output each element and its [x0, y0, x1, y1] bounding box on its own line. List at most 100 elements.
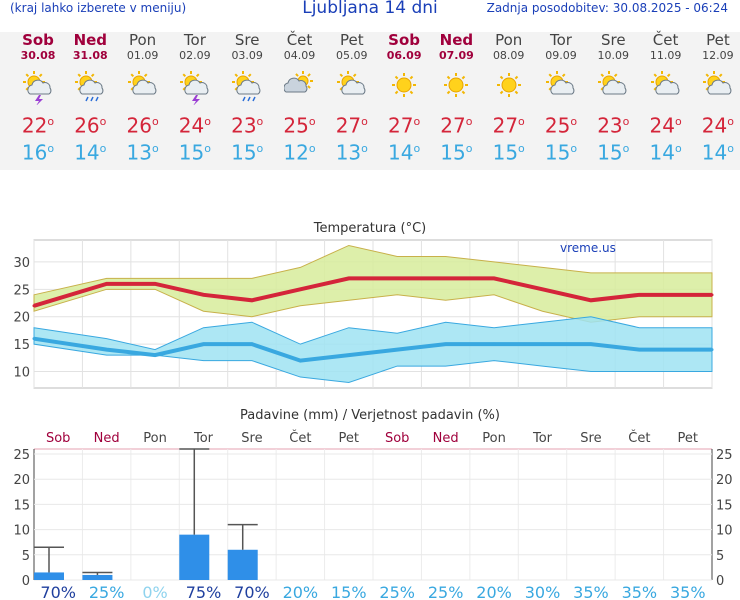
day-column: Pon 08.09 27o 15o	[483, 32, 535, 165]
y-tick-label: 25	[13, 283, 30, 298]
y-tick-label-right: 25	[716, 448, 733, 463]
day-date: 04.09	[283, 49, 316, 62]
day-name: Pon	[128, 31, 157, 49]
day-column: Pet 12.09 24o 14o	[692, 31, 740, 165]
max-temp-point	[541, 287, 544, 291]
temp-max: 24o	[701, 113, 734, 138]
max-temp-point	[637, 293, 641, 297]
max-temp-point	[395, 276, 399, 280]
max-temp-point	[492, 276, 496, 280]
last-updated: Zadnja posodobitev: 30.08.2025 - 06:24	[486, 1, 728, 15]
precipitation-probability: 15%	[331, 583, 367, 600]
charts-panel: Temperatura (°C) 10 15 20 25 30 vreme.us Padavi…	[13, 221, 733, 600]
day-label: Ned	[433, 431, 459, 446]
day-date: 05.09	[336, 49, 368, 62]
day-label: Pet	[339, 431, 359, 446]
max-temp-point	[153, 282, 157, 286]
y-tick-label-left: 20	[13, 473, 30, 488]
day-label: Ned	[94, 431, 120, 446]
y-tick-label-left: 5	[22, 549, 30, 564]
day-date: 06.09	[386, 49, 422, 62]
min-temp-point	[250, 342, 254, 346]
max-temp-point	[105, 282, 109, 286]
day-date: 07.09	[438, 49, 474, 62]
min-temp-point	[444, 342, 448, 346]
day-name: Pet	[706, 31, 730, 49]
sun-icon	[430, 62, 482, 106]
day-label: Čet	[628, 430, 650, 446]
temp-min: 13o	[126, 140, 159, 165]
min-temp-point	[395, 348, 399, 352]
day-label: Pon	[482, 431, 506, 446]
precipitation-probability: 0%	[142, 583, 167, 600]
precipitation-bar	[82, 574, 113, 580]
day-name: Tor	[550, 31, 572, 49]
day-label: Sob	[46, 431, 70, 446]
temp-max: 27o	[335, 113, 368, 138]
temp-max: 22o	[21, 113, 55, 138]
precipitation-bar	[179, 534, 210, 580]
max-temp-point	[298, 287, 302, 291]
day-name: Sob	[22, 31, 54, 49]
temp-max: 23o	[597, 113, 630, 138]
precipitation-probability: 35%	[622, 583, 658, 600]
day-name: Ned	[73, 31, 108, 49]
max-temp-point	[444, 276, 448, 280]
sun-cloud-rain-icon	[64, 62, 116, 106]
day-label: Pon	[143, 431, 167, 446]
day-column: Ned 07.09 27o 15o	[430, 31, 482, 165]
day-date: 30.08	[20, 49, 56, 62]
precipitation-bar	[227, 549, 258, 580]
temp-min: 12o	[283, 140, 316, 165]
day-label: Sre	[580, 431, 601, 446]
page-title: Ljubljana 14 dni	[302, 0, 438, 18]
precipitation-chart-title: Padavine (mm) / Verjetnost padavin (%)	[240, 408, 500, 423]
temp-min: 15o	[440, 140, 473, 165]
day-name: Sob	[388, 31, 421, 49]
sun-cloud-icon	[640, 62, 692, 106]
max-temp-point	[347, 276, 351, 280]
day-column: Pon 01.09 26o 13o	[117, 31, 169, 165]
precipitation-probability: 75%	[186, 583, 222, 600]
day-date: 10.09	[597, 49, 630, 62]
day-label: Čet	[289, 430, 311, 446]
min-temp-line	[33, 336, 712, 363]
day-column: Sob 06.09 27o 14o	[378, 31, 430, 165]
day-label: Sre	[241, 431, 262, 446]
temp-min: 15o	[492, 140, 525, 165]
temperature-chart-title: Temperatura (°C)	[313, 221, 426, 236]
temp-max: 27o	[388, 113, 421, 138]
precipitation-probability: 25%	[89, 583, 125, 600]
location-menu-hint: (kraj lahko izberete v meniju)	[10, 1, 187, 15]
temp-max: 26o	[74, 113, 107, 138]
day-date: 08.09	[492, 49, 525, 62]
day-date: 31.08	[72, 49, 108, 62]
min-temp-point	[492, 342, 496, 346]
sun-cloud-icon	[535, 62, 587, 106]
sun-icon	[483, 62, 535, 106]
day-date: 11.09	[649, 49, 682, 62]
precipitation-bar	[34, 572, 64, 580]
min-temp-point	[298, 359, 302, 363]
header: (kraj lahko izberete v meniju) Ljubljana…	[0, 0, 740, 22]
temp-min: 14o	[649, 140, 682, 165]
temp-min: 14o	[74, 140, 107, 165]
sun-cloud-icon	[587, 62, 639, 106]
y-tick-label: 20	[13, 311, 30, 326]
temp-max: 26o	[126, 113, 159, 138]
day-label: Tor	[193, 431, 214, 446]
min-temp-point	[202, 342, 205, 346]
min-temp-point	[637, 348, 641, 352]
sun-cloud-thunderstorm-icon	[12, 62, 64, 106]
y-tick-label-right: 0	[716, 574, 724, 589]
min-temp-point	[710, 348, 714, 352]
day-label: Sob	[385, 431, 409, 446]
max-temp-point	[202, 293, 205, 297]
day-name: Ned	[439, 31, 474, 49]
day-column: Ned 31.08 26o 14o	[64, 31, 116, 165]
day-date: 01.09	[126, 49, 159, 62]
day-name: Tor	[183, 31, 206, 49]
sun-icon	[378, 62, 430, 106]
day-column: Čet 11.09 24o 14o	[640, 32, 692, 165]
temp-max: 27o	[440, 113, 473, 138]
